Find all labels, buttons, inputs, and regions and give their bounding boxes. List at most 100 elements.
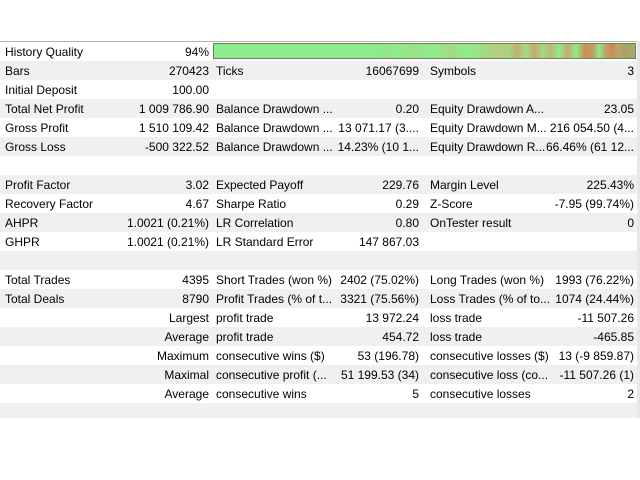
stat-value: 66.46% (61 12... [545, 139, 634, 154]
stat-value: -465.85 [593, 329, 634, 344]
stat-value: 94% [184, 44, 209, 59]
window-edge [637, 41, 640, 418]
stat-value: 16067699 [365, 63, 419, 78]
stat-label: Margin Level [430, 177, 499, 192]
stat-label: Balance Drawdown ... [216, 120, 333, 135]
stat-label: Gross Profit [5, 120, 69, 135]
stat-label: Equity Drawdown A... [430, 101, 545, 116]
stat-label: consecutive losses [430, 386, 531, 401]
report-row: Profit Factor 3.02 Expected Payoff 229.76 Ma… [0, 175, 640, 194]
report-row: GHPR 1.0021 (0.21%) LR Standard Error 147 8… [0, 232, 640, 251]
stat-label: LR Correlation [216, 215, 294, 230]
stat-value: -500 322.52 [144, 139, 209, 154]
report-table: History Quality 94% Bars 270423 Ticks 1606769… [0, 42, 640, 418]
spacer-row [0, 251, 640, 270]
report-row: Bars 270423 Ticks 16067699 Symbols 3 [0, 61, 640, 80]
stat-value: 4.67 [185, 196, 209, 211]
stat-value: 1 009 786.90 [138, 101, 209, 116]
report-row: Gross Loss -500 322.52 Balance Drawdown ..… [0, 137, 640, 156]
stat-value: Average [164, 329, 209, 344]
stat-value: 2402 (75.02%) [340, 272, 419, 287]
stat-value: 3 [627, 63, 634, 78]
stat-value: 270423 [168, 63, 209, 78]
stat-value: 4395 [182, 272, 209, 287]
stat-label: Equity Drawdown R... [430, 139, 546, 154]
stat-value: 13 972.24 [365, 310, 419, 325]
report-row: Average consecutive wins 5 consecutive loss… [0, 384, 640, 403]
report-row: Total Net Profit 1 009 786.90 Balance Draw… [0, 99, 640, 118]
stat-value: Largest [168, 310, 209, 325]
stat-value: 8790 [182, 291, 209, 306]
stat-value: 1993 (76.22%) [555, 272, 634, 287]
stat-value: 0.20 [395, 101, 419, 116]
stat-label: Profit Factor [5, 177, 71, 192]
stat-label: Sharpe Ratio [216, 196, 287, 211]
stat-value: 13 (-9 859.87) [558, 348, 634, 363]
stat-label: Profit Trades (% of t... [216, 291, 333, 306]
stat-value: 147 867.03 [358, 234, 419, 249]
top-divider [0, 41, 640, 42]
stat-value: -11 507.26 (1) [559, 367, 635, 382]
stat-label: Balance Drawdown ... [216, 139, 333, 154]
stat-value: 216 054.50 (4... [549, 120, 634, 135]
stat-value: 13 071.17 (3.... [338, 120, 419, 135]
stat-value: 5 [412, 386, 419, 401]
report-row: History Quality 94% [0, 42, 640, 61]
stat-value: 1 510 109.42 [138, 120, 209, 135]
stat-value: 225.43% [586, 177, 634, 192]
stat-label: Z-Score [430, 196, 473, 211]
stat-label: Expected Payoff [216, 177, 304, 192]
stat-label: Gross Loss [5, 139, 66, 154]
spacer-row [0, 156, 640, 175]
stat-label: Total Trades [5, 272, 71, 287]
stat-label: Equity Drawdown M... [430, 120, 547, 135]
stat-value: 100.00 [172, 82, 209, 97]
stat-value: 1.0021 (0.21%) [126, 234, 209, 249]
stat-label: consecutive wins [216, 386, 307, 401]
stat-value: 14.23% (10 1... [337, 139, 419, 154]
stat-label: profit trade [216, 310, 274, 325]
report-row: Maximal consecutive profit (... 51 199.53 … [0, 365, 640, 384]
stat-label: loss trade [430, 310, 483, 325]
stat-label: Short Trades (won %) [216, 272, 333, 287]
stat-value: 0 [627, 215, 634, 230]
report-row: Recovery Factor 4.67 Sharpe Ratio 0.29 Z-Sco… [0, 194, 640, 213]
stat-value: 0.80 [395, 215, 419, 230]
stat-label: loss trade [430, 329, 483, 344]
stat-value: -7.95 (99.74%) [554, 196, 634, 211]
stat-label: Total Deals [5, 291, 65, 306]
stat-label: Initial Deposit [5, 82, 78, 97]
stat-value: 1074 (24.44%) [555, 291, 634, 306]
stat-value: 23.05 [603, 101, 634, 116]
stat-value: Maximal [164, 367, 209, 382]
stat-label: consecutive losses ($) [430, 348, 549, 363]
stat-label: profit trade [216, 329, 274, 344]
stat-value: 53 (196.78) [357, 348, 419, 363]
stat-value: 3321 (75.56%) [340, 291, 419, 306]
stat-label: Balance Drawdown ... [216, 101, 333, 116]
stat-label: Symbols [430, 63, 477, 78]
report-row: Gross Profit 1 510 109.42 Balance Drawdown… [0, 118, 640, 137]
stat-value: 229.76 [382, 177, 419, 192]
report-row: Initial Deposit 100.00 [0, 80, 640, 99]
stat-value: Average [164, 386, 209, 401]
stat-label: Bars [5, 63, 30, 78]
history-quality-bar [213, 43, 636, 59]
stat-label: OnTester result [430, 215, 512, 230]
stat-value: 0.29 [395, 196, 419, 211]
stat-label: consecutive profit (... [216, 367, 327, 382]
stat-label: GHPR [5, 234, 40, 249]
spacer-row [0, 403, 640, 418]
stat-label: Loss Trades (% of to... [430, 291, 551, 306]
report-row: Average profit trade 454.72 loss trade -465.… [0, 327, 640, 346]
stat-label: Ticks [216, 63, 244, 78]
stat-value: 454.72 [382, 329, 419, 344]
stat-value: 2 [627, 386, 634, 401]
stat-label: History Quality [5, 44, 84, 59]
stat-label: Recovery Factor [5, 196, 94, 211]
stat-label: AHPR [5, 215, 39, 230]
report-row: AHPR 1.0021 (0.21%) LR Correlation 0.80 OnTe… [0, 213, 640, 232]
top-whitespace [0, 0, 640, 41]
report-row: Largest profit trade 13 972.24 loss trade -1… [0, 308, 640, 327]
